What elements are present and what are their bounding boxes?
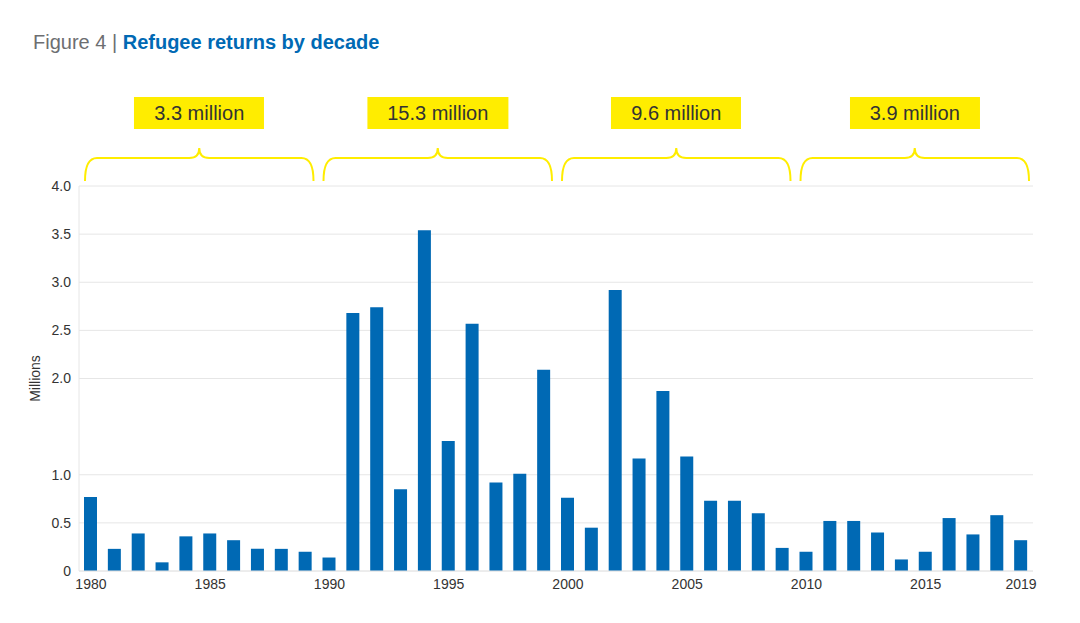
svg-text:Millions: Millions: [27, 355, 43, 402]
html-text:9.6 million: 9.6 million: [631, 102, 722, 124]
svg-text:4.0: 4.0: [52, 178, 72, 194]
svg-text:0.5: 0.5: [52, 515, 72, 531]
svg-text:1985: 1985: [195, 576, 226, 592]
svg-text:2010: 2010: [791, 576, 822, 592]
html-text:Figure 4 | Refugee returns by: Figure 4 | Refugee returns by decade: [33, 31, 380, 53]
html-text:3.9 million: 3.9 million: [869, 102, 960, 124]
svg-text:3.0: 3.0: [52, 274, 72, 290]
svg-text:2.0: 2.0: [52, 370, 72, 386]
svg-text:3.5: 3.5: [52, 226, 72, 242]
svg-text:1990: 1990: [314, 576, 345, 592]
html-text:15.3 million: 15.3 million: [387, 102, 489, 124]
svg-text:2005: 2005: [672, 576, 703, 592]
svg-text:1980: 1980: [75, 576, 106, 592]
html-text:3.3 million: 3.3 million: [154, 102, 245, 124]
svg-text:2019: 2019: [1005, 576, 1036, 592]
svg-text:2.5: 2.5: [52, 322, 72, 338]
svg-text:0: 0: [63, 563, 71, 579]
svg-text:1.0: 1.0: [52, 467, 72, 483]
svg-text:2015: 2015: [910, 576, 941, 592]
svg-text:2000: 2000: [552, 576, 583, 592]
svg-text:1995: 1995: [433, 576, 464, 592]
